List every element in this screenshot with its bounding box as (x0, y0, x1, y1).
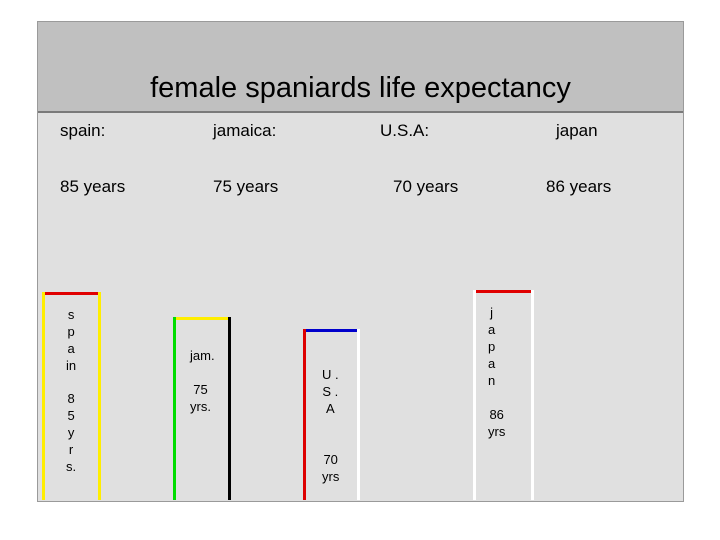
header-value-japan: 86 years (546, 177, 612, 196)
bar-jamaica-top (173, 316, 231, 320)
header-country-japan: japan (556, 121, 598, 140)
chart-title: female spaniards life expectancy (150, 72, 571, 104)
header-value-spain: 85 years (60, 177, 126, 196)
bar-label-name-jamaica: jam. (190, 348, 215, 363)
bar-label-name-japan: j a p a n (488, 305, 496, 388)
bar-label-value-usa: 70 yrs (322, 452, 340, 484)
header-country-spain: spain: (60, 121, 106, 140)
bar-usa-left (303, 329, 306, 500)
bar-label-value-spain: 8 5 y r s. (66, 391, 77, 474)
bar-spain-right (98, 292, 101, 500)
slide: female spaniards life expectancy (37, 21, 684, 502)
title-bar: female spaniards life expectancy (38, 22, 683, 113)
bar-jamaica-left (173, 316, 176, 500)
header-value-usa: 70 years (393, 177, 459, 196)
bar-label-name-spain: s p a in (66, 307, 77, 373)
bar-label-name-usa: U . S . A (322, 367, 339, 416)
bar-japan-top (473, 290, 534, 293)
header-country-usa: U.S.A: (380, 121, 430, 140)
header-value-jamaica: 75 years (213, 177, 279, 196)
bar-label-value-jamaica: 75 yrs. (190, 382, 211, 414)
bar-usa-top (303, 329, 360, 333)
bar-japan-left (473, 290, 476, 500)
header-country-jamaica: jamaica: (213, 121, 277, 140)
bar-japan-right (531, 290, 534, 500)
bar-label-value-japan: 86 yrs (488, 407, 506, 439)
bar-spain-left (42, 292, 45, 500)
bar-jamaica-right (228, 316, 231, 500)
bar-usa-right (357, 329, 360, 500)
bar-spain-top (42, 292, 101, 296)
